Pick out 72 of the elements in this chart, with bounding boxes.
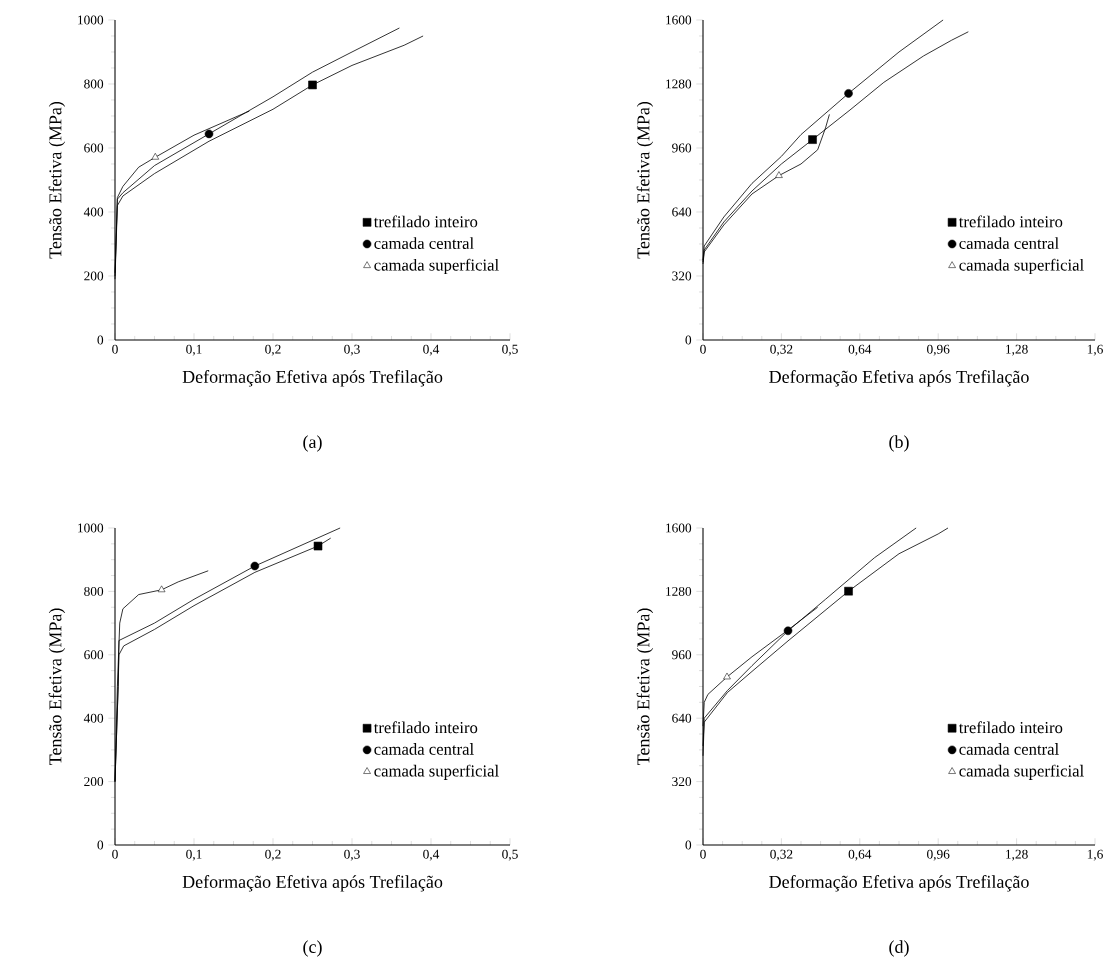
x-tick-label: 0,3 [344,344,360,356]
y-tick-label: 200 [84,777,104,787]
y-tick-label: 0 [97,840,104,850]
x-tick-label: 0,4 [423,344,440,356]
y-tick-label: 640 [672,207,692,217]
legend-label: trefilado inteiro [958,721,1063,734]
y-tick-label: 400 [83,207,104,217]
x-tick-label: 0,3 [344,849,360,861]
legend-label: camada central [374,237,474,249]
legend-label: camada superficial [374,258,499,275]
y-tick-label: 800 [84,586,104,596]
y-tick-label: 0 [685,840,692,850]
y-tick-label: 960 [672,143,692,153]
y-tick-label: 1000 [78,15,104,25]
x-tick-label: 0,5 [502,344,518,356]
legend-label: camada central [374,743,474,755]
x-tick-label: 0,32 [770,344,793,356]
x-tick-label: 0,5 [502,849,518,861]
x-tick-label: 0,4 [423,849,440,861]
legend-label: camada superficial [374,764,499,780]
x-tick-label: 1,28 [1006,849,1028,861]
x-tick-label: 1,6 [1087,849,1103,861]
y-axis-title: Tensão Efetiva (MPa) [636,608,654,765]
y-tick-label: 640 [672,713,692,723]
y-tick-label: 320 [672,777,692,787]
legend-label: camada central [959,743,1059,755]
text: (d) [889,940,909,957]
text: (b) [889,435,909,452]
y-tick-label: 1600 [666,523,692,533]
x-tick-label: 0,64 [848,344,872,356]
y-tick-label: 600 [84,650,104,660]
x-axis-title: Deformação Efetiva após Trefilação [769,370,1029,387]
x-tick-label: 0 [112,849,118,859]
x-axis-title: Deformação Efetiva após Trefilação [769,875,1029,892]
y-tick-label: 800 [84,79,104,89]
legend-label: camada superficial [959,258,1084,275]
x-tick-label: 0,64 [848,849,872,861]
y-tick-label: 320 [672,271,692,281]
x-tick-label: 1,28 [1006,344,1028,356]
x-tick-label: 0 [700,849,706,859]
x-tick-label: 0,96 [927,344,950,356]
y-tick-label: 200 [84,271,104,281]
text: (c) [303,940,322,957]
y-tick-label: 1000 [78,523,104,533]
x-tick-label: 0,2 [265,344,281,356]
y-tick-label: 0 [97,335,104,345]
y-tick-label: 1280 [666,79,692,89]
y-tick-label: 600 [84,143,104,153]
y-axis-title: Tensão Efetiva (MPa) [48,608,66,765]
legend-label: trefilado inteiro [958,215,1063,228]
text: (a) [303,435,322,452]
x-axis-title: Deformação Efetiva após Trefilação [182,875,443,892]
x-axis-title: Deformação Efetiva após Trefilação [182,370,443,387]
y-tick-label: 1280 [666,586,692,596]
x-tick-label: 0,2 [265,849,281,861]
y-tick-label: 400 [83,713,104,723]
legend-label: trefilado inteiro [373,215,478,228]
x-tick-label: 0,96 [927,849,950,861]
legend-label: camada central [959,237,1059,249]
legend-label: camada superficial [959,764,1084,780]
x-tick-label: 0,32 [770,849,793,861]
x-tick-label: 0,1 [186,849,202,861]
y-axis-title: Tensão Efetiva (MPa) [48,101,66,259]
x-tick-label: 1,6 [1087,344,1103,356]
x-tick-label: 0,1 [186,344,202,356]
y-tick-label: 960 [672,650,692,660]
y-tick-label: 0 [685,335,692,345]
x-tick-label: 0 [112,344,118,354]
y-axis-title: Tensão Efetiva (MPa) [636,101,654,259]
x-tick-label: 0 [700,344,706,354]
legend-label: trefilado inteiro [373,721,478,734]
y-tick-label: 1600 [666,15,692,25]
